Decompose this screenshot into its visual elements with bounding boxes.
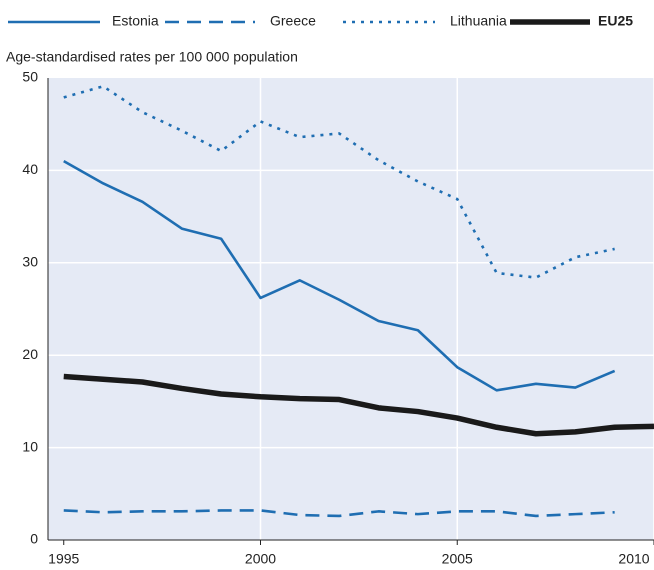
x-tick-label: 2010 bbox=[618, 551, 649, 567]
series-line bbox=[63, 160, 616, 392]
x-tick-label: 2000 bbox=[245, 551, 276, 567]
y-tick-label: 40 bbox=[22, 161, 38, 177]
y-tick-label: 10 bbox=[22, 438, 38, 454]
y-tick-label: 50 bbox=[22, 69, 38, 85]
x-tick-label: 1995 bbox=[48, 551, 79, 567]
y-tick-label: 0 bbox=[30, 531, 38, 547]
series-line bbox=[63, 509, 615, 518]
series-line bbox=[63, 373, 654, 437]
y-tick-label: 20 bbox=[22, 346, 38, 362]
x-tick-label: 2005 bbox=[442, 551, 473, 567]
plot-background bbox=[48, 78, 654, 540]
y-tick-label: 30 bbox=[22, 254, 38, 270]
legend-label: Lithuania bbox=[450, 13, 507, 29]
series-line bbox=[63, 85, 615, 279]
legend-label: EU25 bbox=[598, 13, 633, 29]
legend-label: Estonia bbox=[112, 13, 159, 29]
legend-label: Greece bbox=[270, 13, 316, 29]
chart-subtitle: Age-standardised rates per 100 000 popul… bbox=[6, 49, 298, 65]
